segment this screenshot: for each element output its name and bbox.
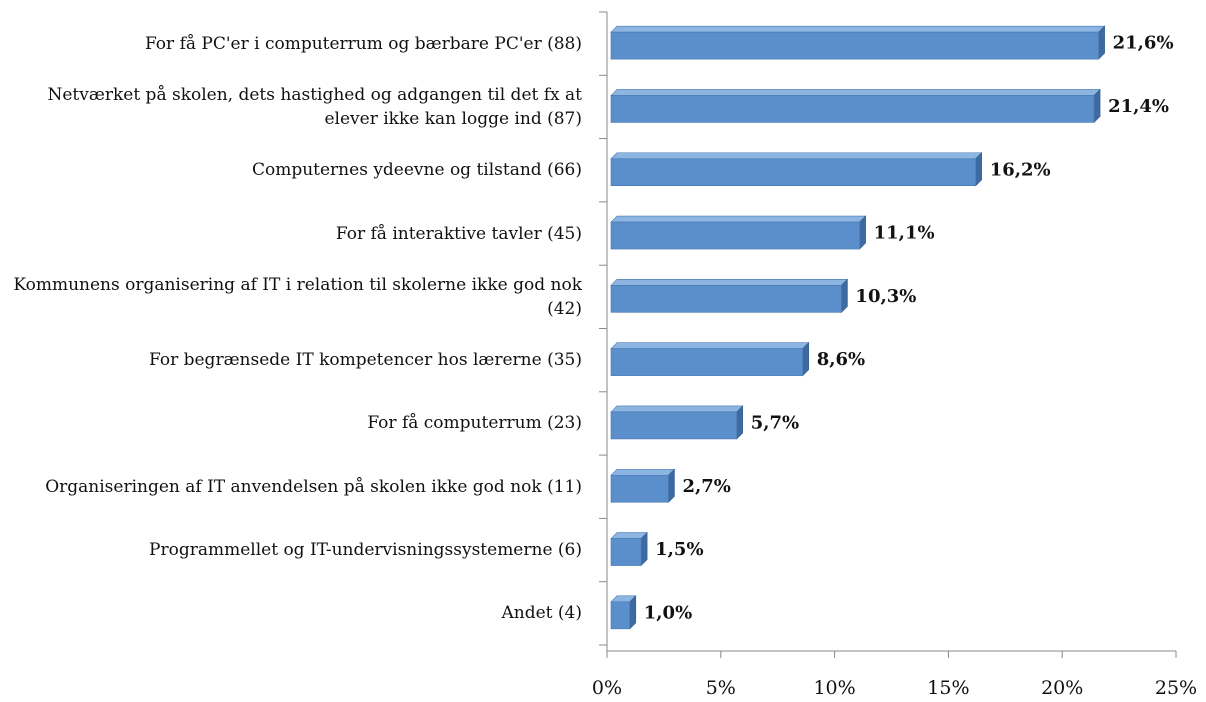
category-label: For få interaktive tavler (45) [335, 223, 582, 244]
bar-front [610, 31, 1099, 60]
bar [610, 25, 1106, 60]
x-tick-label: 10% [813, 677, 855, 699]
bar-top [610, 342, 810, 349]
value-label: 16,2% [990, 159, 1051, 180]
bar-front [610, 221, 860, 250]
bar-top [610, 279, 849, 286]
bar-front [610, 285, 842, 313]
bar [610, 468, 676, 503]
bar-top [610, 405, 744, 413]
bar-front [610, 601, 631, 630]
bar-front [610, 538, 642, 566]
x-tick-label: 5% [706, 677, 736, 699]
value-label: 1,0% [644, 602, 692, 623]
bar-side [859, 215, 866, 250]
value-label: 1,5% [655, 539, 703, 560]
bar-side [1093, 88, 1101, 124]
x-tick-label: 0% [592, 677, 622, 699]
bar-side [668, 468, 675, 503]
bar-front [610, 411, 738, 440]
bar [610, 595, 637, 630]
bar-side [975, 152, 983, 187]
bar-side [802, 341, 810, 377]
value-label: 2,7% [682, 476, 730, 497]
value-label: 21,6% [1113, 33, 1174, 54]
bar-front [610, 95, 1095, 123]
category-label: Computernes ydeevne og tilstand (66) [251, 160, 582, 181]
bar-top [610, 215, 867, 223]
bar [610, 278, 849, 314]
bar-side [640, 531, 648, 567]
bar-side [841, 278, 848, 314]
bar [610, 215, 867, 250]
value-label: 10,3% [855, 286, 916, 307]
category-label: Andet (4) [501, 603, 582, 624]
bar-front [610, 474, 669, 503]
bar-side [629, 595, 637, 630]
bar [610, 341, 810, 377]
value-label: 5,7% [751, 412, 799, 433]
value-label: 11,1% [874, 223, 935, 244]
category-label: For få PC'er i computerrum og bærbare PC… [144, 33, 582, 54]
category-label: Organiseringen af IT anvendelsen på skol… [45, 476, 582, 497]
category-label: Kommunens organisering af IT i relation … [13, 274, 582, 319]
value-label: 21,4% [1108, 96, 1169, 117]
bar-side [1098, 25, 1105, 60]
x-tick-label: 25% [1155, 677, 1197, 699]
x-tick-label: 15% [927, 677, 969, 699]
category-label: For få computerrum (23) [367, 413, 582, 434]
bar [610, 531, 648, 567]
bar-side [736, 405, 744, 440]
bar-front [610, 348, 804, 376]
category-label: Netværket på skolen, dets hastighed og a… [47, 84, 582, 129]
category-label: Programmellet og IT-undervisningssysteme… [149, 540, 582, 561]
x-tick-label: 20% [1041, 677, 1083, 699]
bar [610, 88, 1101, 124]
bar [610, 405, 744, 440]
category-label: For begrænsede IT kompetencer hos lærern… [148, 350, 582, 371]
bar-front [610, 158, 977, 187]
bar-top [610, 152, 983, 160]
bar-top [610, 89, 1101, 96]
bar-top [610, 25, 1106, 33]
value-label: 8,6% [817, 349, 865, 370]
bar [610, 152, 983, 187]
bar-top [610, 468, 676, 476]
